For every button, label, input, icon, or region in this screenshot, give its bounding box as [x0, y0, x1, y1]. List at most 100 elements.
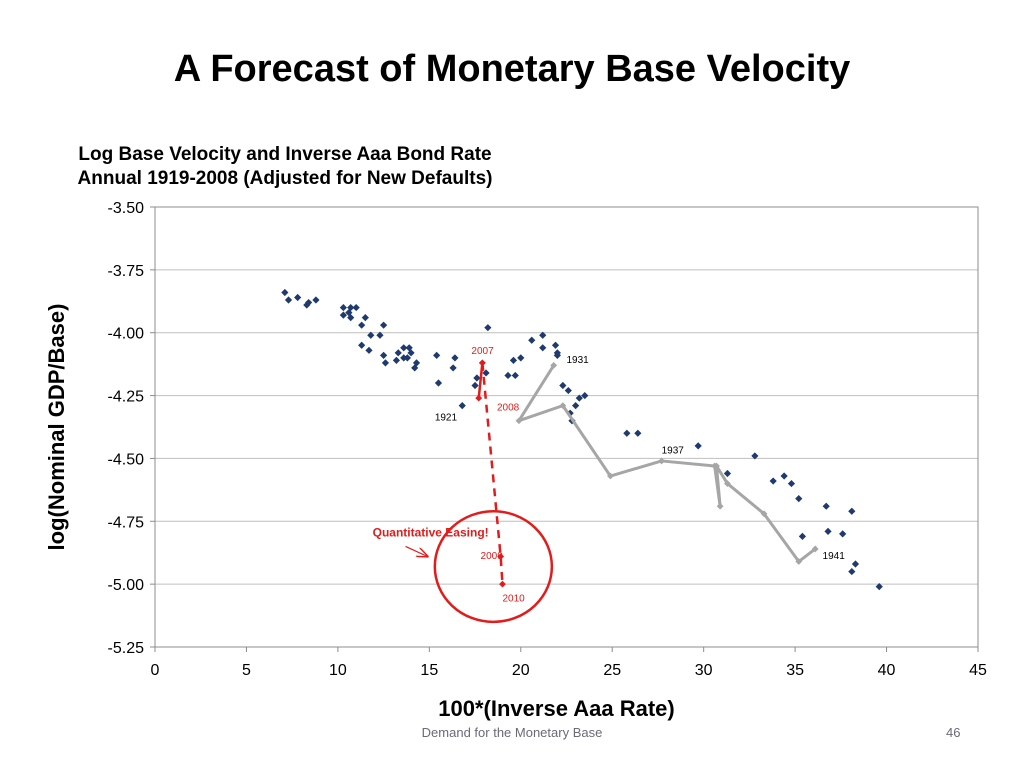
plot-area	[154, 206, 979, 648]
historical-point	[751, 452, 759, 460]
historical-point	[400, 344, 408, 352]
historical-point	[407, 349, 415, 357]
depression_path-point	[760, 510, 768, 518]
historical-point	[848, 567, 856, 576]
forecast-point	[478, 359, 486, 367]
historical-point	[339, 303, 347, 312]
historical-point	[367, 331, 375, 339]
historical-point	[575, 394, 583, 402]
x-tick-label: 0	[151, 662, 160, 679]
historical-point	[769, 477, 777, 485]
historical-point	[848, 507, 856, 515]
historical-point	[787, 479, 796, 488]
historical-point	[345, 309, 353, 317]
footer-text: Demand for the Monetary Base	[421, 725, 603, 740]
depression_path-point	[713, 462, 720, 470]
historical-point	[412, 359, 421, 367]
historical-point	[365, 346, 373, 354]
x-tick-label: 15	[420, 662, 438, 679]
historical-point	[451, 354, 459, 362]
year-label: 1941	[823, 551, 846, 562]
historical-point	[347, 303, 355, 312]
forecast-point	[499, 580, 506, 588]
historical-point	[559, 381, 567, 390]
historical-point	[517, 354, 525, 362]
historical-point	[851, 560, 860, 568]
historical-point	[484, 324, 492, 332]
historical-point	[358, 321, 366, 329]
historical-point	[539, 344, 547, 352]
historical-point	[839, 530, 847, 538]
historical-point	[471, 381, 479, 390]
historical-point	[473, 374, 481, 382]
year-label: 2010	[502, 594, 525, 605]
y-tick-label: -5.00	[108, 577, 145, 594]
historical-point	[623, 429, 631, 437]
x-axis-label: 100*(Inverse Aaa Rate)	[438, 696, 674, 721]
depression_path-point	[716, 502, 724, 510]
historical-point	[553, 351, 561, 359]
historical-point	[694, 442, 702, 450]
historical-point	[551, 341, 560, 349]
historical-point	[400, 354, 408, 362]
historical-point	[449, 364, 457, 372]
historical-point	[380, 351, 388, 359]
year-label: 1937	[662, 445, 685, 456]
x-tick-label: 35	[786, 662, 804, 679]
historical-point	[339, 311, 347, 319]
historical-point	[352, 303, 360, 312]
historical-point	[723, 469, 732, 478]
callout-label: Quantitative Easing!	[373, 525, 489, 539]
historical-point	[361, 314, 369, 322]
historical-point	[780, 472, 788, 480]
historical-point	[504, 371, 512, 380]
historical-point	[281, 288, 289, 297]
historical-point	[312, 296, 320, 304]
x-tick-label: 20	[512, 662, 530, 679]
historical-point	[528, 336, 536, 344]
callout-arrow	[405, 545, 428, 556]
depression_path-point	[606, 472, 614, 480]
x-tick-label: 30	[695, 662, 713, 679]
historical-point	[380, 321, 388, 329]
year-label: 2007	[471, 346, 494, 357]
chart-title: Log Base Velocity and Inverse Aaa Bond R…	[30, 143, 540, 191]
historical-point	[509, 356, 518, 364]
historical-point	[822, 502, 830, 510]
forecast-point	[497, 553, 505, 560]
historical-point	[411, 364, 419, 372]
historical-point	[798, 532, 807, 540]
callout-circle	[433, 509, 554, 624]
historical-point	[347, 314, 355, 322]
historical-point	[358, 341, 366, 349]
historical-point	[376, 331, 384, 339]
y-tick-label: -4.25	[108, 389, 145, 406]
depression_path-point	[559, 402, 567, 410]
depression_path-point	[550, 362, 558, 369]
y-tick-label: -3.50	[108, 200, 145, 217]
historical-point	[458, 402, 466, 410]
historical-point	[381, 359, 390, 367]
x-tick-label: 5	[242, 662, 251, 679]
depression_path-point	[795, 558, 803, 565]
historical-point	[572, 402, 580, 410]
depression_path-point	[515, 417, 523, 425]
chart-title-line-2: Annual 1919-2008 (Adjusted for New Defau…	[77, 168, 493, 189]
y-tick-label: -4.50	[108, 451, 145, 468]
page-number: 46	[946, 725, 961, 740]
slide-title: A Forecast of Monetary Base Velocity	[173, 48, 851, 90]
historical-point	[795, 495, 803, 503]
historical-point	[284, 296, 293, 304]
year-label: 1921	[435, 413, 458, 424]
historical-point	[482, 369, 490, 377]
historical-point	[581, 391, 589, 400]
forecast-line	[481, 362, 504, 585]
historical-point	[394, 349, 402, 357]
y-tick-label: -4.75	[108, 514, 145, 531]
x-tick-label: 25	[603, 662, 621, 679]
year-label: 2008	[497, 403, 520, 414]
year-label: 2009	[481, 551, 504, 562]
historical-point	[294, 293, 302, 302]
historical-point	[634, 429, 642, 437]
